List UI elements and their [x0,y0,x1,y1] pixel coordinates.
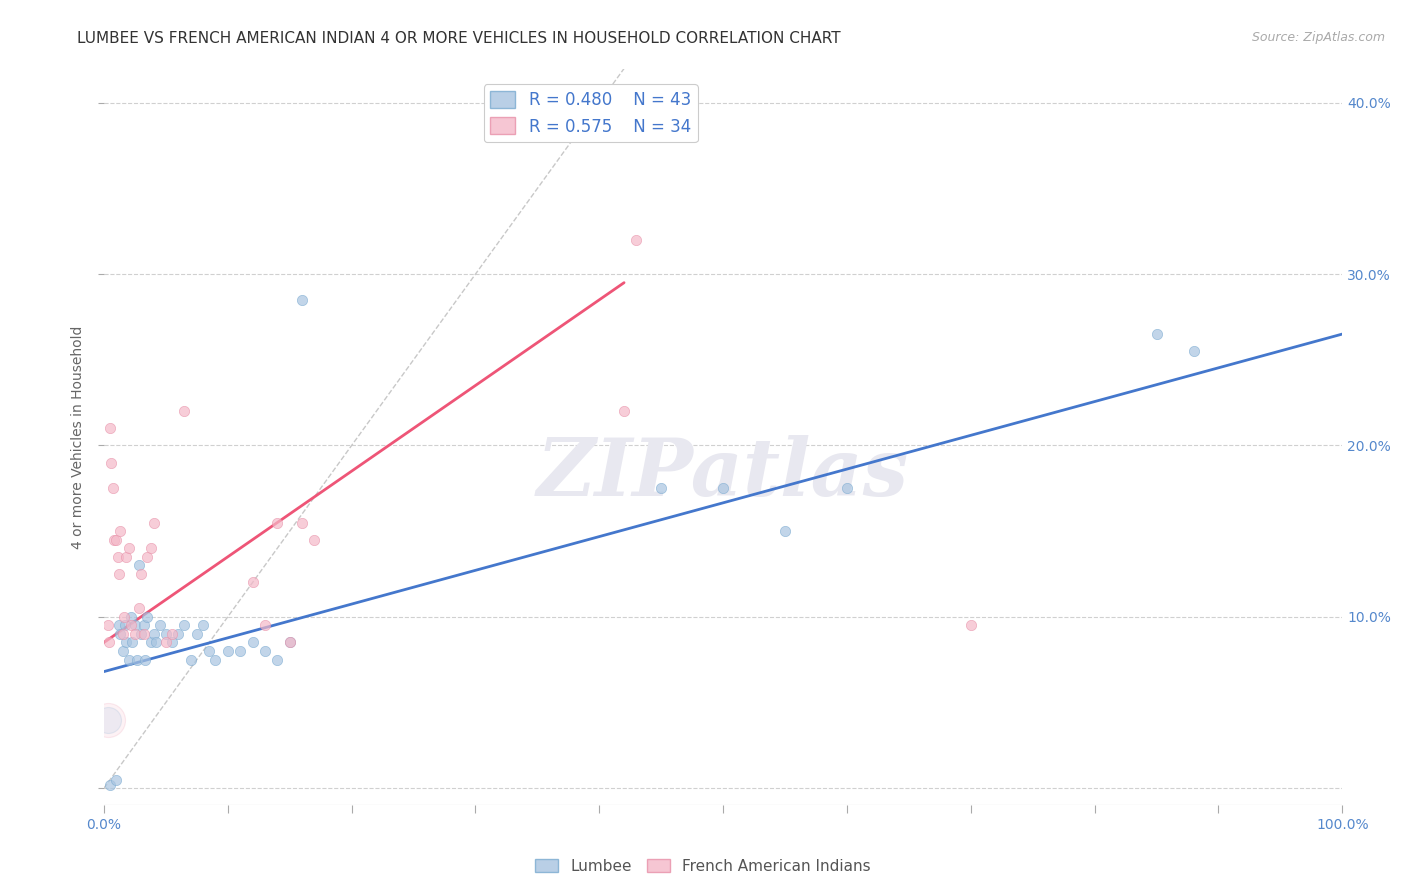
Point [291,516,314,530]
Point [167,627,190,641]
Point [97,713,120,727]
Point [155,627,177,641]
Point [266,516,288,530]
Point [142,627,165,641]
Point [134,652,156,666]
Point [242,575,264,590]
Y-axis label: 4 or more Vehicles in Household: 4 or more Vehicles in Household [72,326,86,549]
Point [98,778,121,792]
Point [253,618,276,632]
Point [278,635,301,649]
Point [204,652,226,666]
Legend: Lumbee, French American Indians: Lumbee, French American Indians [529,853,877,880]
Point [773,524,796,538]
Point [173,618,195,632]
Point [173,404,195,418]
Point [124,627,146,641]
Point [278,635,301,649]
Point [108,618,131,632]
Point [160,627,183,641]
Point [98,421,121,435]
Text: ZIPatlas: ZIPatlas [537,435,910,512]
Point [191,618,214,632]
Point [180,652,202,666]
Point [97,618,120,632]
Point [160,635,183,649]
Point [959,618,981,632]
Point [121,635,143,649]
Point [118,541,141,556]
Point [835,481,858,495]
Point [97,713,120,727]
Point [111,644,134,658]
Text: LUMBEE VS FRENCH AMERICAN INDIAN 4 OR MORE VEHICLES IN HOUSEHOLD CORRELATION CHA: LUMBEE VS FRENCH AMERICAN INDIAN 4 OR MO… [77,31,841,46]
Point [112,609,135,624]
Point [124,618,146,632]
Point [136,549,159,564]
Point [115,549,138,564]
Point [242,635,264,649]
Point [108,627,131,641]
Point [217,644,239,658]
Point [650,481,672,495]
Point [1182,344,1205,359]
Point [253,644,276,658]
Point [129,627,152,641]
Point [136,609,159,624]
Point [626,233,648,247]
Point [229,644,252,658]
Text: Source: ZipAtlas.com: Source: ZipAtlas.com [1251,31,1385,45]
Point [186,627,208,641]
Point [114,618,136,632]
Point [1146,327,1168,342]
Point [613,404,636,418]
Point [101,481,124,495]
Point [132,627,155,641]
Point [127,652,149,666]
Point [107,549,129,564]
Point [105,533,128,547]
Point [198,644,221,658]
Point [711,481,734,495]
Point [103,533,125,547]
Point [115,635,138,649]
Point [304,533,326,547]
Point [128,558,150,573]
Point [108,524,131,538]
Point [139,541,162,556]
Point [120,609,142,624]
Point [145,635,167,649]
Point [100,456,122,470]
Point [142,516,165,530]
Point [149,618,172,632]
Point [139,635,162,649]
Point [291,293,314,307]
Point [97,635,120,649]
Point [129,566,152,581]
Point [105,772,128,787]
Point [118,652,141,666]
Point [120,618,142,632]
Point [132,618,155,632]
Point [128,601,150,615]
Point [155,635,177,649]
Point [108,566,131,581]
Point [111,627,134,641]
Point [266,652,288,666]
Legend: R = 0.480    N = 43, R = 0.575    N = 34: R = 0.480 N = 43, R = 0.575 N = 34 [484,84,697,142]
